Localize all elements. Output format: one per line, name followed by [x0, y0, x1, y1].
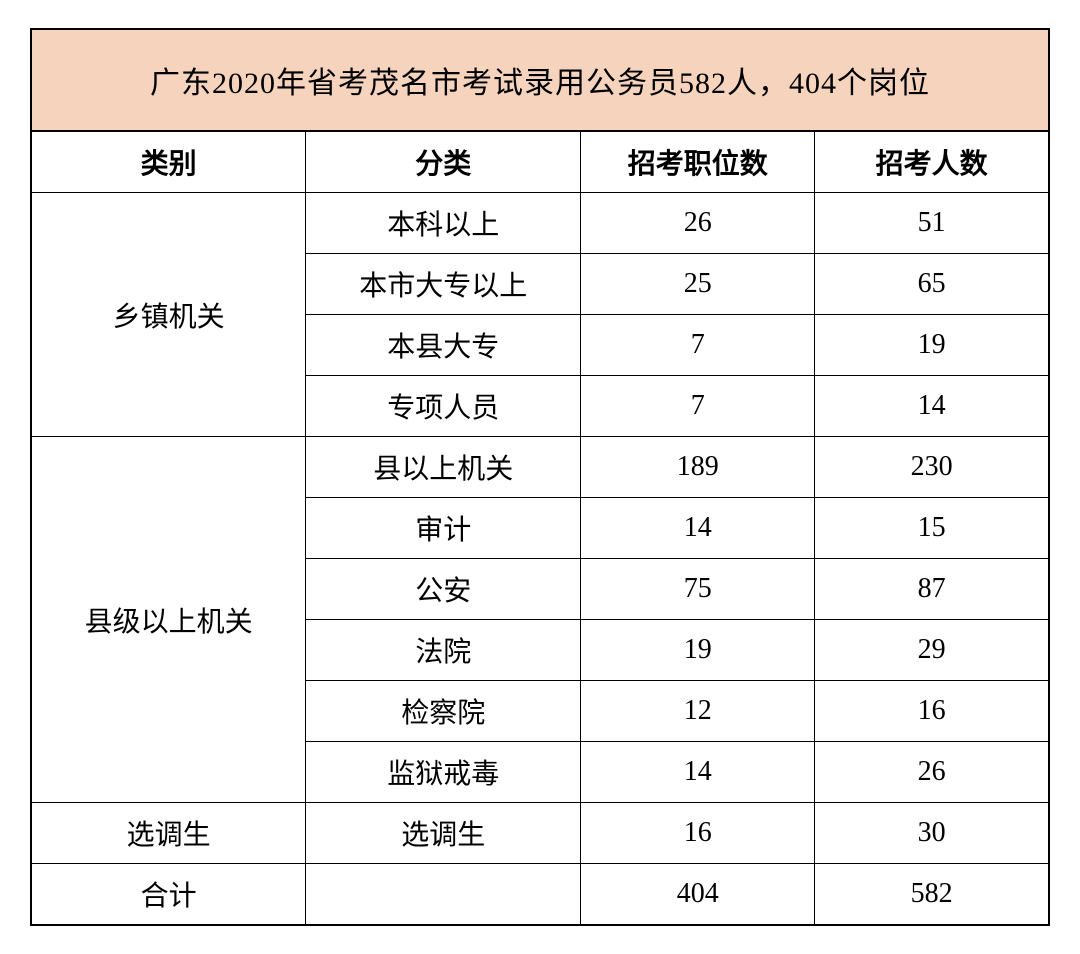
cell-people: 16	[815, 681, 1049, 742]
col-header-positions: 招考职位数	[581, 131, 815, 193]
table-title: 广东2020年省考茂名市考试录用公务员582人，404个岗位	[30, 28, 1050, 130]
table-row: 县级以上机关县以上机关189230	[31, 437, 1049, 498]
table-container: 广东2020年省考茂名市考试录用公务员582人，404个岗位 类别 分类 招考职…	[0, 0, 1080, 954]
cell-people: 230	[815, 437, 1049, 498]
cell-people: 14	[815, 376, 1049, 437]
cell-subtype: 监狱戒毒	[306, 742, 581, 803]
cell-people: 65	[815, 254, 1049, 315]
cell-people: 29	[815, 620, 1049, 681]
cell-people: 30	[815, 803, 1049, 864]
cell-subtype: 检察院	[306, 681, 581, 742]
cell-total-label: 合计	[31, 864, 306, 926]
cell-positions: 26	[581, 193, 815, 254]
cell-subtype: 本科以上	[306, 193, 581, 254]
cell-total-sub	[306, 864, 581, 926]
cell-subtype: 县以上机关	[306, 437, 581, 498]
table-row: 选调生选调生1630	[31, 803, 1049, 864]
cell-positions: 14	[581, 742, 815, 803]
cell-people: 87	[815, 559, 1049, 620]
cell-subtype: 本市大专以上	[306, 254, 581, 315]
col-header-category: 类别	[31, 131, 306, 193]
cell-positions: 14	[581, 498, 815, 559]
cell-positions: 19	[581, 620, 815, 681]
cell-category: 选调生	[31, 803, 306, 864]
cell-total-positions: 404	[581, 864, 815, 926]
cell-subtype: 本县大专	[306, 315, 581, 376]
table-row: 乡镇机关本科以上2651	[31, 193, 1049, 254]
cell-subtype: 法院	[306, 620, 581, 681]
cell-people: 26	[815, 742, 1049, 803]
cell-subtype: 公安	[306, 559, 581, 620]
cell-people: 15	[815, 498, 1049, 559]
cell-positions: 7	[581, 315, 815, 376]
cell-category: 乡镇机关	[31, 193, 306, 437]
recruitment-table: 类别 分类 招考职位数 招考人数 乡镇机关本科以上2651本市大专以上2565本…	[30, 130, 1050, 926]
cell-subtype: 选调生	[306, 803, 581, 864]
cell-subtype: 审计	[306, 498, 581, 559]
cell-category: 县级以上机关	[31, 437, 306, 803]
cell-positions: 7	[581, 376, 815, 437]
cell-positions: 12	[581, 681, 815, 742]
cell-people: 19	[815, 315, 1049, 376]
col-header-subtype: 分类	[306, 131, 581, 193]
cell-positions: 75	[581, 559, 815, 620]
table-header-row: 类别 分类 招考职位数 招考人数	[31, 131, 1049, 193]
cell-total-people: 582	[815, 864, 1049, 926]
table-row-total: 合计 404582	[31, 864, 1049, 926]
cell-positions: 189	[581, 437, 815, 498]
cell-people: 51	[815, 193, 1049, 254]
cell-subtype: 专项人员	[306, 376, 581, 437]
cell-positions: 16	[581, 803, 815, 864]
col-header-people: 招考人数	[815, 131, 1049, 193]
cell-positions: 25	[581, 254, 815, 315]
